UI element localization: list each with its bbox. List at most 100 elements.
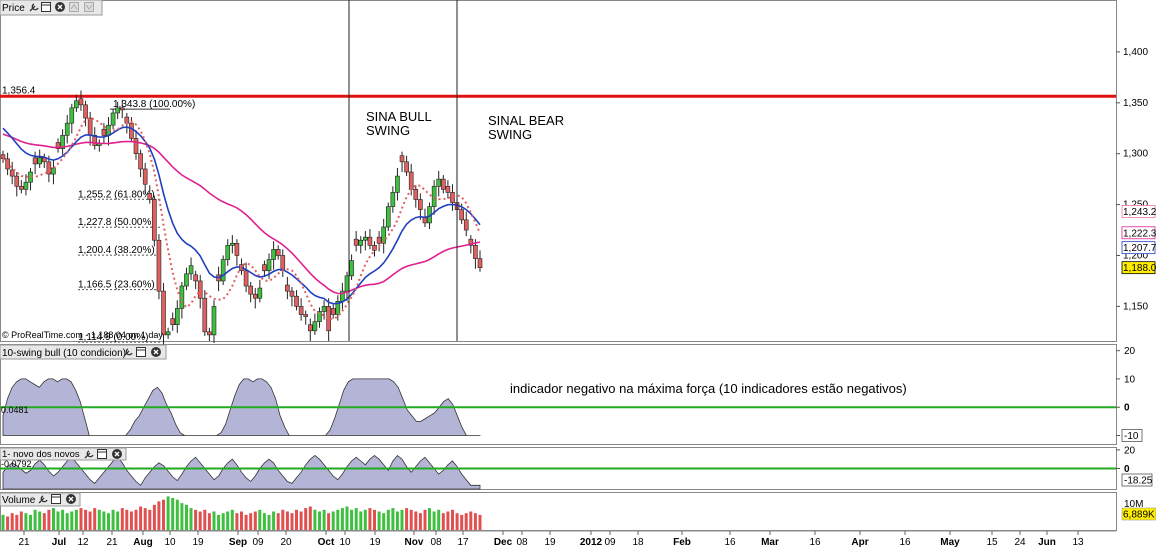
volume-bar	[134, 509, 138, 530]
wrench-icon[interactable]	[84, 450, 94, 459]
x-axis-label: Feb	[673, 537, 691, 548]
candle-body	[321, 306, 327, 312]
candle-body	[202, 297, 208, 333]
volume-bar	[423, 509, 427, 530]
candle-body	[431, 185, 437, 207]
volume-bar	[418, 513, 422, 530]
watermark: © ProRealTime.com - 1,188.04 on 1 day	[2, 330, 163, 340]
close-icon[interactable]	[55, 2, 65, 12]
volume-bar	[386, 509, 390, 530]
candle-body	[404, 161, 409, 173]
candle-body	[399, 155, 405, 163]
volume-bar	[414, 511, 418, 530]
close-icon[interactable]	[112, 449, 122, 459]
volume-bar	[281, 509, 285, 530]
candle-body	[211, 306, 217, 336]
fib-level-label: 1,200.4 (38.20%)	[78, 245, 155, 256]
candle-body	[303, 314, 309, 317]
wrench-icon[interactable]	[29, 3, 39, 12]
price-panel-header: Price	[0, 0, 103, 16]
window-icon[interactable]	[136, 347, 146, 357]
window-icon[interactable]	[41, 2, 51, 12]
candle-body	[193, 274, 198, 282]
x-axis-label: 19	[544, 537, 556, 548]
volume-bar	[318, 511, 321, 530]
volume-bar	[15, 514, 19, 530]
candle-body	[197, 280, 203, 299]
volume-bar	[308, 506, 312, 530]
candle-body	[445, 185, 451, 193]
price-y-tick-label: 1,200	[1123, 250, 1148, 261]
x-axis-label: Jul	[52, 537, 67, 548]
candle-body	[275, 249, 281, 256]
candle-body	[32, 157, 38, 165]
volume-bar	[84, 509, 88, 530]
resistance-label: 1,356.4	[2, 85, 36, 96]
candle-body	[161, 290, 166, 336]
swing-annotation: indicador negativo na máxima força (10 i…	[510, 381, 907, 396]
volume-value-box	[1121, 507, 1156, 521]
x-axis-label: 21	[106, 537, 118, 548]
volume-bar	[322, 509, 326, 530]
volume-bar	[455, 513, 459, 530]
candle-body	[243, 270, 249, 287]
volume-bar	[70, 511, 74, 530]
close-icon[interactable]	[151, 347, 161, 357]
move-down-icon[interactable]	[84, 2, 94, 12]
x-axis-label: 08	[430, 537, 442, 548]
wrench-icon[interactable]	[38, 495, 48, 504]
volume-bar	[194, 509, 198, 530]
candle-body	[87, 117, 93, 136]
window-icon[interactable]	[97, 449, 107, 459]
window-icon[interactable]	[51, 494, 61, 504]
swing-value-label: 0.0481	[1, 405, 29, 415]
candle-body	[78, 98, 84, 106]
close-icon[interactable]	[66, 494, 76, 504]
price-badge-box	[1121, 205, 1156, 218]
candle-body	[317, 311, 322, 322]
volume-bar	[373, 509, 376, 530]
volume-bar	[400, 509, 404, 530]
candle-body	[367, 236, 373, 246]
moving-average-dotted	[2, 116, 481, 320]
candle-body	[459, 209, 464, 221]
candle-body	[170, 318, 176, 326]
price-badge-box	[1121, 261, 1156, 275]
volume-bar	[405, 508, 409, 530]
candle-body	[60, 135, 65, 149]
fibonacci-layer: 1,343.8 (100.00%) 1,255.2 (61.80%) 1,227.8…	[78, 99, 195, 343]
wrench-icon[interactable]	[123, 348, 133, 357]
candle-body	[385, 206, 391, 228]
annotation-bull-line1: SINA BULL	[366, 109, 432, 124]
volume-bar	[253, 511, 257, 530]
swing-bull-area	[0, 378, 1116, 436]
fib-level-label: 1,255.2 (61.80%)	[78, 189, 155, 200]
price-badge-label: 1,188.04	[1123, 263, 1156, 274]
candle-body	[55, 142, 61, 149]
x-axis-label: Nov	[405, 537, 424, 548]
volume-bar	[212, 511, 216, 530]
candle-body	[225, 245, 231, 260]
x-axis-label: Apr	[851, 537, 868, 548]
candle-body	[298, 306, 304, 315]
move-up-icon[interactable]	[69, 2, 79, 12]
volume-y-tick-label: 10M	[1124, 499, 1143, 510]
volume-bar	[97, 509, 101, 530]
candle-body	[344, 275, 350, 292]
x-axis-label: 16	[899, 537, 911, 548]
volume-bar	[79, 508, 83, 530]
candle-body	[51, 167, 56, 175]
volume-bar	[267, 514, 271, 530]
volume-bar	[313, 509, 317, 530]
volume-bar	[65, 513, 69, 530]
novo-value-box	[1121, 473, 1153, 487]
resistance-layer: 1,356.4	[0, 85, 1116, 98]
volume-bar	[460, 514, 464, 530]
volume-bar	[33, 509, 37, 530]
x-axis-label: 20	[280, 537, 292, 548]
candle-body	[349, 260, 354, 277]
volume-bar	[464, 513, 468, 530]
volume-bar	[1, 514, 5, 530]
